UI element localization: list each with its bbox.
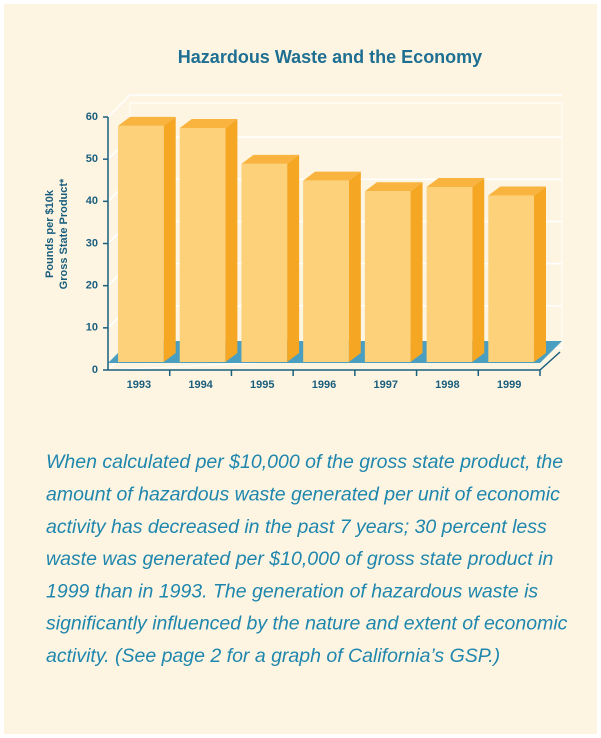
bar-top [179, 118, 238, 128]
bar [241, 163, 288, 362]
bar [364, 191, 411, 362]
bar-side [472, 178, 485, 362]
y-tick-label: 10 [86, 322, 98, 334]
y-tick-label: 20 [86, 280, 98, 292]
x-tick-label: 1994 [188, 379, 213, 391]
caption-line: significantly influenced by the nature a… [46, 613, 568, 635]
y-tick-label: 50 [86, 153, 98, 165]
caption-line: 1999 than in 1993. The generation of haz… [46, 580, 538, 602]
x-tick-label: 1995 [250, 379, 274, 391]
bar [426, 187, 473, 362]
x-tick-label: 1996 [312, 379, 336, 391]
bar [303, 180, 349, 362]
bar-top [241, 154, 300, 164]
bar-side [225, 118, 238, 362]
y-axis-label: Pounds per $10k [44, 189, 56, 278]
bar-top [426, 178, 485, 188]
bar-side [287, 154, 300, 362]
caption-line: waste was generated per $10,000 of gross… [46, 548, 553, 570]
y-axis-label: Gross State Product* [58, 178, 70, 289]
caption-line: When calculated per $10,000 of the gross… [46, 451, 563, 473]
y-tick-label: 0 [92, 364, 98, 376]
x-tick-label: 1997 [373, 379, 397, 391]
x-tick-label: 1993 [127, 379, 151, 391]
bar-top [303, 171, 361, 181]
x-axis-end [539, 351, 561, 371]
caption-line: activity. (See page 2 for a graph of Cal… [46, 645, 500, 667]
y-tick-label: 40 [86, 195, 98, 207]
caption-line: amount of hazardous waste generated per … [46, 483, 560, 505]
bar-side [533, 186, 546, 362]
bar [179, 127, 226, 362]
x-tick-label: 1998 [435, 379, 459, 391]
y-tick-label: 60 [86, 111, 98, 123]
bar-side [163, 116, 176, 362]
bar-top [488, 186, 546, 196]
y-tick-label: 30 [86, 237, 98, 249]
bar-side [348, 171, 361, 362]
grid-line [107, 94, 562, 118]
bar-top [118, 116, 176, 126]
x-tick-label: 1999 [497, 379, 521, 391]
bar [118, 125, 164, 362]
bar [488, 195, 534, 362]
bar-top [364, 182, 423, 192]
caption-line: activity has decreased in the past 7 yea… [46, 516, 547, 538]
bar-side [410, 182, 423, 362]
chart-title: Hazardous Waste and the Economy [178, 47, 482, 67]
